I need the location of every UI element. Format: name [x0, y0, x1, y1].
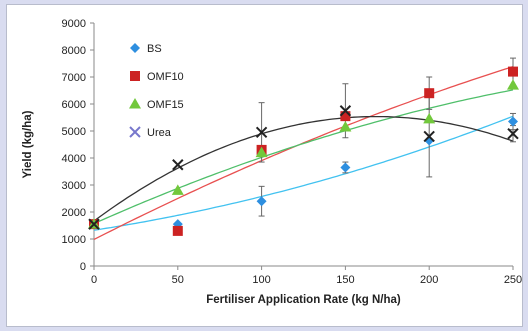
point-omf15 — [255, 146, 268, 158]
y-tick-label: 0 — [80, 261, 86, 273]
legend-marker-bs — [130, 43, 140, 53]
chart-svg: 0 1000 2000 3000 4000 5000 6000 7000 8000 9000 0 50… — [22, 18, 522, 306]
y-tick-label: 4000 — [62, 153, 86, 165]
point-urea — [255, 126, 268, 139]
chart-frame: 0 1000 2000 3000 4000 5000 6000 7000 8000 9000 0 50… — [6, 4, 523, 327]
trend-line-omf15 — [93, 89, 514, 225]
x-tick-label: 0 — [91, 274, 97, 286]
point-omf10 — [508, 66, 518, 77]
point-omf15 — [171, 184, 184, 195]
y-tick-label: 3000 — [62, 180, 86, 192]
legend-marker-urea — [129, 126, 141, 138]
y-tick-label: 8000 — [62, 45, 86, 57]
point-bs — [256, 196, 267, 207]
point-urea — [339, 105, 352, 117]
y-axis-title: Yield (kg/ha) — [22, 110, 34, 178]
point-bs — [340, 162, 351, 173]
x-axis-title: Fertiliser Application Rate (kg N/ha) — [206, 294, 401, 306]
y-tick-label: 2000 — [62, 207, 86, 219]
point-omf15 — [423, 112, 436, 124]
trend-line-urea — [93, 115, 514, 222]
point-omf10 — [340, 111, 351, 122]
point-omf10 — [172, 225, 183, 236]
trend-line-omf10 — [93, 65, 514, 240]
legend: BS OMF10 OMF15 Urea — [129, 43, 184, 139]
point-omf15 — [339, 120, 352, 132]
x-tick-label: 150 — [336, 274, 354, 286]
point-bs — [508, 116, 518, 127]
axes: 0 1000 2000 3000 4000 5000 6000 7000 8000 9000 0 50… — [62, 18, 522, 286]
x-tick-label: 100 — [252, 274, 270, 286]
legend-label-omf10: OMF10 — [147, 71, 184, 83]
x-tick-label: 200 — [420, 274, 438, 286]
y-tick-label: 6000 — [62, 99, 86, 111]
x-tick-label: 50 — [172, 274, 184, 286]
trend-lines — [93, 65, 514, 240]
point-omf15 — [507, 79, 519, 90]
y-tick-label: 1000 — [62, 234, 86, 246]
legend-marker-omf15 — [129, 98, 141, 109]
point-urea — [88, 218, 100, 230]
point-urea — [507, 127, 519, 140]
data-points — [88, 66, 519, 236]
legend-label-bs: BS — [147, 43, 162, 55]
legend-marker-omf10 — [130, 71, 140, 81]
y-tick-label: 7000 — [62, 72, 86, 84]
y-tick-label: 9000 — [62, 18, 86, 30]
trend-line-bs — [93, 115, 514, 231]
legend-label-urea: Urea — [147, 127, 172, 139]
point-urea — [172, 159, 184, 171]
point-omf10 — [424, 88, 435, 99]
x-tick-label: 250 — [504, 274, 522, 286]
legend-label-omf15: OMF15 — [147, 99, 184, 111]
y-tick-label: 5000 — [62, 126, 86, 138]
error-bars — [258, 57, 516, 217]
point-urea — [423, 130, 435, 143]
